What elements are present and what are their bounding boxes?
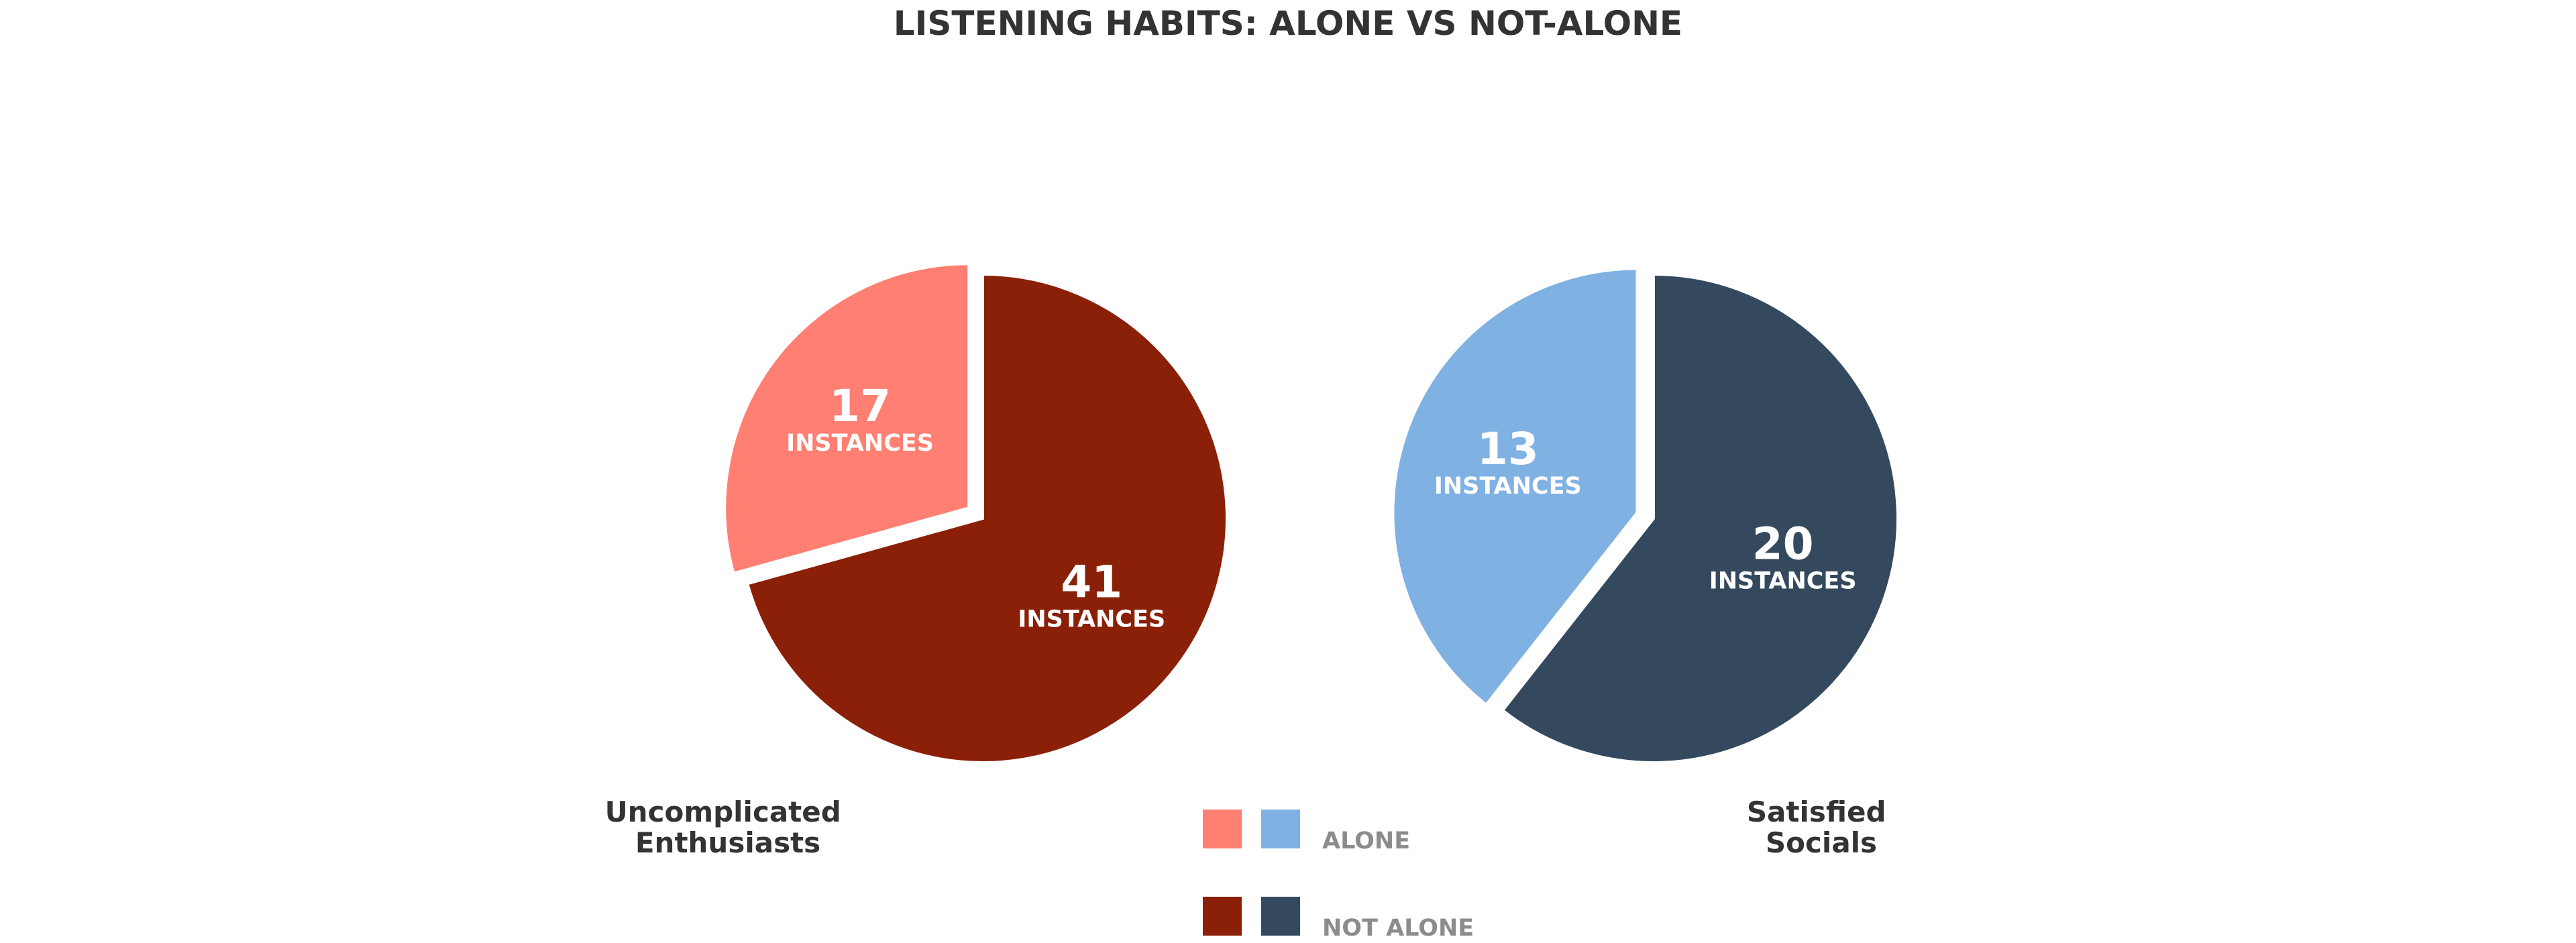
pie-2-slice-alone	[1391, 267, 1639, 707]
pie-1-unit-alone: INSTANCES	[786, 430, 934, 457]
pie-2-slice-not-alone	[1501, 272, 1899, 764]
pie-label-2: Satisfied Socials	[1747, 795, 1896, 859]
pie-label-1-line-2: Enthusiasts	[635, 826, 820, 859]
pie-label-2-line-1: Satisfied	[1747, 795, 1886, 828]
pie-2-unit-alone: INSTANCES	[1434, 473, 1582, 500]
pie-label-2-line-2: Socials	[1766, 826, 1877, 859]
legend-swatch-alone-2	[1261, 810, 1300, 848]
legend: ALONE NOT ALONE	[1203, 810, 1474, 942]
legend-label-alone: ALONE	[1322, 828, 1410, 854]
legend-swatch-not-alone-1	[1203, 897, 1242, 936]
legend-label-not-alone: NOT ALONE	[1322, 915, 1474, 942]
pie-1-unit-not-alone: INSTANCES	[1018, 606, 1165, 632]
legend-swatch-alone-1	[1203, 810, 1242, 848]
pie-1-slice-alone	[723, 262, 971, 575]
chart-title: LISTENING HABITS: ALONE VS NOT-ALONE	[894, 4, 1682, 43]
pie-1-value-not-alone: 41	[1061, 556, 1122, 608]
pie-2-value-alone: 13	[1477, 423, 1539, 475]
pie-1-value-alone: 17	[829, 380, 891, 432]
legend-swatch-not-alone-2	[1261, 897, 1300, 936]
pie-2-value-not-alone: 20	[1752, 518, 1814, 570]
pie-2-unit-not-alone: INSTANCES	[1709, 568, 1857, 595]
pie-1-slice-not-alone	[745, 272, 1229, 764]
pie-label-1: Uncomplicated Enthusiasts	[605, 795, 851, 859]
pie-label-1-line-1: Uncomplicated	[605, 795, 841, 828]
